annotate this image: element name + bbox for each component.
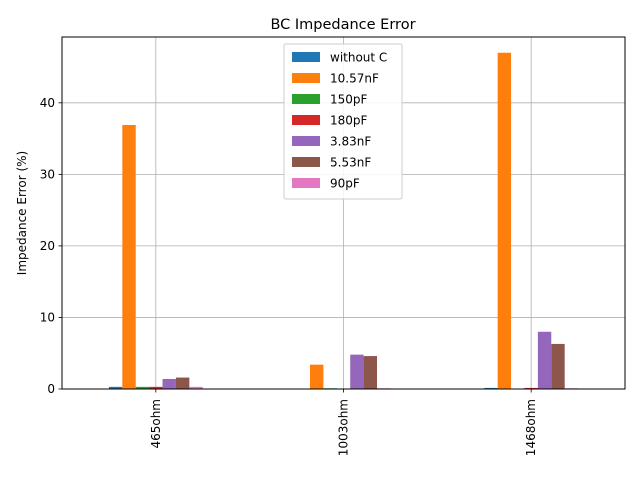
bar-10-57nf-1468ohm	[498, 53, 511, 389]
legend-swatch	[292, 52, 320, 62]
y-axis-label: Impedance Error (%)	[15, 151, 29, 275]
legend-swatch	[292, 178, 320, 188]
chart-title: BC Impedance Error	[270, 17, 415, 33]
legend-label: 3.83nF	[330, 135, 371, 149]
y-tick-label: 0	[47, 382, 55, 396]
x-tick-label: 465ohm	[149, 399, 163, 449]
bar-5-53nf-1468ohm	[551, 344, 564, 389]
y-tick-label: 40	[40, 96, 55, 110]
bar-3-83nf-1003ohm	[350, 355, 363, 389]
y-tick-label: 30	[40, 167, 55, 181]
legend-swatch	[292, 157, 320, 167]
legend: without C 10.57nF 150pF 180pF 3.83nF 5.53nF 90…	[284, 44, 402, 199]
legend-swatch	[292, 136, 320, 146]
bar-5-53nf-1003ohm	[364, 356, 377, 389]
legend-label: 150pF	[330, 93, 368, 107]
legend-label: 180pF	[330, 114, 368, 128]
bar-10-57nf-1003ohm	[310, 365, 323, 389]
legend-swatch	[292, 94, 320, 104]
legend-label: 10.57nF	[330, 72, 379, 86]
legend-swatch	[292, 73, 320, 83]
legend-label: 5.53nF	[330, 156, 371, 170]
bar-5-53nf-465ohm	[176, 378, 189, 389]
bar-10-57nf-465ohm	[122, 125, 135, 389]
x-tick-label: 1468ohm	[524, 399, 538, 456]
legend-swatch	[292, 115, 320, 125]
legend-label: without C	[330, 51, 387, 65]
legend-label: 90pF	[330, 177, 360, 191]
x-tick-label: 1003ohm	[337, 399, 351, 456]
bar-3-83nf-465ohm	[163, 379, 176, 389]
y-tick-label: 10	[40, 310, 55, 324]
y-tick-label: 20	[40, 239, 55, 253]
bar-3-83nf-1468ohm	[538, 332, 551, 389]
